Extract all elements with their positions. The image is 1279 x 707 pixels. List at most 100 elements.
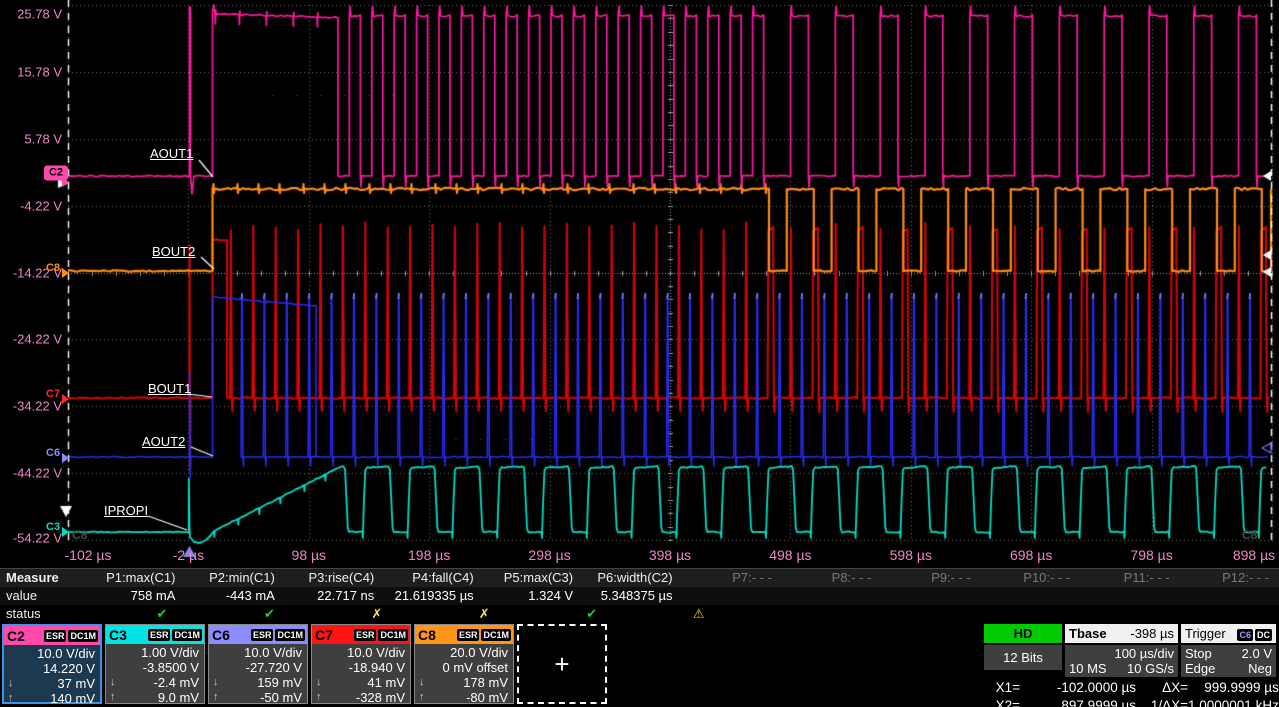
voltage-label: -4.22 V — [0, 198, 62, 213]
x2-label: X2= — [984, 698, 1020, 707]
measure-p8-label[interactable]: P8:- - - — [782, 569, 881, 587]
channel-box-body: 20.0 V/div0 mV offset↓178 mV↑-80 mV — [415, 644, 513, 705]
voltage-label: 15.78 V — [0, 64, 62, 79]
channel-max-row: ↑9.0 mV — [110, 690, 199, 705]
measure-p11-label[interactable]: P11:- - - — [1080, 569, 1179, 587]
status-ok-icon: ✔ — [586, 606, 597, 621]
channel-marker-c3[interactable]: C3 — [46, 521, 60, 533]
trace-label-bout2: BOUT2 — [152, 244, 195, 259]
badge-dc1m: DC1M — [481, 629, 511, 641]
measure-p6-value: 5.348375 µs — [583, 587, 682, 605]
measure-p3-label[interactable]: P3:rise(C4) — [285, 569, 384, 587]
measure-p6-status: ⚠ — [623, 605, 730, 623]
measure-p2-label[interactable]: P2:min(C1) — [185, 569, 284, 587]
channel-marker-c8[interactable]: C8 — [46, 262, 60, 274]
channel-min-value: 178 mV — [425, 675, 509, 690]
channel-min-row: ↓-2.4 mV — [110, 675, 199, 690]
add-channel-button[interactable]: + — [517, 624, 607, 704]
hd-title: HD — [984, 624, 1062, 643]
measure-row-measure: MeasureP1:max(C1)P2:min(C1)P3:rise(C4)P4… — [0, 569, 1279, 587]
time-label: 798 µs — [1130, 547, 1172, 563]
status-ok-icon: ✔ — [264, 606, 275, 621]
oscilloscope-screen: 25.78 V15.78 V5.78 V-4.22 V-14.22 V-24.2… — [0, 0, 1279, 707]
channel-id: C6 — [212, 627, 249, 643]
channel-offset: 0 mV offset — [419, 660, 508, 675]
measure-p9-label[interactable]: P9:- - - — [881, 569, 980, 587]
clip-indicator-c8-1: C8 — [1242, 528, 1257, 542]
measure-p6-label[interactable]: P6:width(C2) — [583, 569, 682, 587]
channel-max-value: 140 mV — [14, 691, 96, 706]
trigger-title: Trigger — [1185, 626, 1226, 641]
trigger-box[interactable]: Trigger C6DC Stop 2.0 V Edge Neg — [1181, 624, 1276, 677]
channel-box-header: C7ESRDC1M — [312, 625, 410, 644]
measure-p3-value: 22.717 ns — [285, 587, 384, 605]
hd-mode-box[interactable]: HD 12 Bits — [984, 624, 1062, 677]
channel-box-c3[interactable]: C3ESRDC1M1.00 V/div-3.8500 V↓-2.4 mV↑9.0… — [105, 624, 205, 704]
time-label: 698 µs — [1010, 547, 1052, 563]
channel-box-c7[interactable]: C7ESRDC1M10.0 V/div-18.940 V↓41 mV↑-328 … — [311, 624, 411, 704]
measure-p4-status: ✗ — [408, 605, 515, 623]
measure-p1-label[interactable]: P1:max(C1) — [86, 569, 185, 587]
trigger-type: Edge — [1185, 661, 1215, 676]
channel-box-c2[interactable]: C2ESRDC1M10.0 V/div14.220 V↓37 mV↑140 mV — [2, 624, 102, 704]
channel-scale: 10.0 V/div — [213, 645, 302, 660]
measure-table: MeasureP1:max(C1)P2:min(C1)P3:rise(C4)P4… — [0, 568, 1279, 623]
measure-row-label: status — [0, 605, 86, 623]
waveform-display[interactable] — [0, 0, 1279, 568]
channel-max-value: 9.0 mV — [116, 690, 200, 705]
measure-p1-status: ✔ — [86, 605, 193, 623]
trigger-badges: C6DC — [1235, 626, 1272, 641]
badge-esr: ESR — [44, 630, 67, 642]
measure-p10-status — [1005, 605, 1096, 623]
channel-marker-c6[interactable]: C6 — [46, 447, 60, 459]
channel-min-value: 37 mV — [14, 676, 96, 691]
measure-row-label: value — [0, 587, 86, 605]
channel-box-c6[interactable]: C6ESRDC1M10.0 V/div-27.720 V↓159 mV↑-50 … — [208, 624, 308, 704]
time-label: 898 µs — [1233, 547, 1275, 563]
channel-box-body: 10.0 V/div-27.720 V↓159 mV↑-50 mV — [209, 644, 307, 705]
badge-esr: ESR — [457, 629, 480, 641]
channel-offset: -18.940 V — [316, 660, 405, 675]
badge-dc1m: DC1M — [172, 629, 202, 641]
measure-p5-label[interactable]: P5:max(C3) — [484, 569, 583, 587]
trace-label-aout2: AOUT2 — [142, 434, 185, 449]
measure-row-value: value758 mA-443 mA22.717 ns21.619335 µs1… — [0, 587, 1279, 605]
badge-dc1m: DC1M — [68, 630, 98, 642]
measure-p10-label[interactable]: P10:- - - — [981, 569, 1080, 587]
measure-p9-value — [881, 587, 980, 605]
timebase-samples: 10 MS — [1069, 661, 1107, 676]
channel-max-value: -328 mV — [322, 690, 406, 705]
channel-box-body: 10.0 V/div14.220 V↓37 mV↑140 mV — [4, 645, 100, 706]
x2-value: 897.9999 µs — [1020, 698, 1136, 707]
hd-bits: 12 Bits — [984, 645, 1062, 670]
measure-p3-status: ✗ — [301, 605, 408, 623]
measure-p4-label[interactable]: P4:fall(C4) — [384, 569, 483, 587]
time-label: 198 µs — [408, 547, 450, 563]
channel-box-body: 1.00 V/div-3.8500 V↓-2.4 mV↑9.0 mV — [106, 644, 204, 705]
trace-label-ipropi: IPROPI — [104, 503, 148, 518]
channel-offset: -3.8500 V — [110, 660, 199, 675]
timebase-rate: 10 GS/s — [1127, 661, 1174, 676]
channel-scale: 20.0 V/div — [419, 645, 508, 660]
measure-p12-value — [1180, 587, 1279, 605]
channel-max-value: -80 mV — [425, 690, 509, 705]
channel-box-c8[interactable]: C8ESRDC1M20.0 V/div0 mV offset↓178 mV↑-8… — [414, 624, 514, 704]
invdx-value: 1.0000001 kHz — [1188, 698, 1279, 707]
timebase-box[interactable]: Tbase -398 µs 100 µs/div 10 MS 10 GS/s — [1065, 624, 1178, 677]
measure-p7-label[interactable]: P7:- - - — [683, 569, 782, 587]
channel-box-header: C8ESRDC1M — [415, 625, 513, 644]
measure-p10-value — [981, 587, 1080, 605]
measure-p7-status — [731, 605, 822, 623]
trigger-badge-dc: DC — [1255, 629, 1272, 641]
channel-box-body: 10.0 V/div-18.940 V↓41 mV↑-328 mV — [312, 644, 410, 705]
voltage-label: -24.22 V — [0, 332, 62, 347]
trace-label-bout1: BOUT1 — [148, 381, 191, 396]
measure-p11-value — [1080, 587, 1179, 605]
status-cross-icon: ✗ — [371, 606, 382, 621]
measure-p9-status — [913, 605, 1004, 623]
channel-marker-c7[interactable]: C7 — [46, 388, 60, 400]
time-label: 498 µs — [769, 547, 811, 563]
channel-marker-arrow-c7 — [62, 394, 69, 404]
voltage-label: 25.78 V — [0, 7, 62, 22]
measure-p12-label[interactable]: P12:- - - — [1180, 569, 1279, 587]
